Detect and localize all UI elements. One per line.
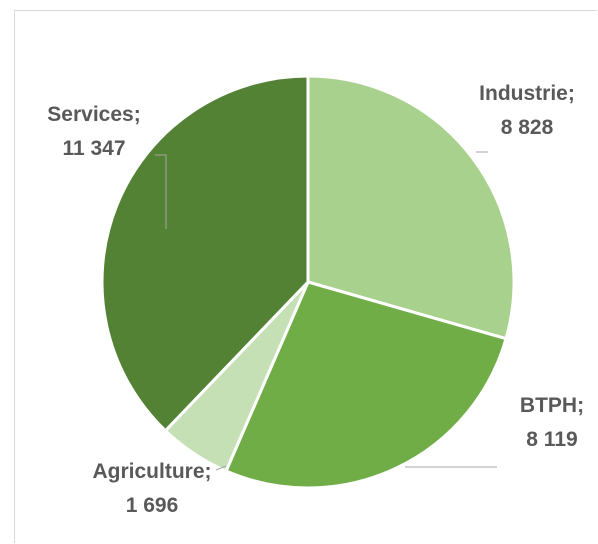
- pie-slice-services: [100, 74, 310, 433]
- leader-line-agriculture: [215, 465, 227, 471]
- data-label-btph: BTPH; 8 119: [520, 394, 584, 451]
- leader-line-services: [155, 154, 167, 229]
- pie-slice-btph: [224, 280, 508, 490]
- data-label-industrie: Industrie; 8 828: [479, 82, 575, 139]
- data-label-category: Industrie;: [479, 82, 575, 105]
- leader-lines: [155, 151, 497, 471]
- data-label-services: Services; 11 347: [47, 103, 140, 160]
- chart-area: [14, 10, 597, 543]
- data-labels: Industrie; 8 828 BTPH; 8 119 Agriculture; 1 6…: [47, 82, 584, 517]
- pie-slice-industrie: [306, 74, 516, 341]
- data-label-value: 8 828: [501, 116, 554, 139]
- data-label-value: 1 696: [126, 494, 179, 517]
- pie-slices: [100, 74, 516, 490]
- data-label-category: Services;: [47, 103, 140, 126]
- data-label-category: Agriculture;: [92, 460, 211, 483]
- data-label-category: BTPH;: [520, 394, 584, 417]
- data-label-value: 11 347: [62, 137, 125, 160]
- data-label-value: 8 119: [526, 428, 577, 451]
- data-label-agriculture: Agriculture; 1 696: [92, 460, 211, 517]
